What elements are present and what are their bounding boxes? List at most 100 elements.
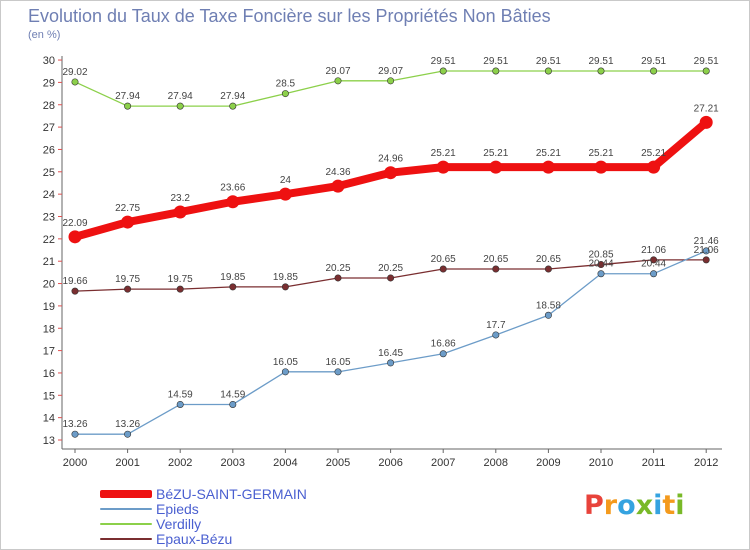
data-label-bezu: 24.96 (378, 154, 403, 165)
y-tick-label: 15 (43, 390, 55, 402)
data-point-verdilly (229, 102, 237, 110)
y-tick-label: 22 (43, 234, 55, 246)
data-label-bezu: 25.21 (431, 148, 456, 159)
x-tick-label: 2002 (168, 457, 192, 469)
data-point-bezu (226, 195, 240, 209)
data-label-verdilly: 29.07 (378, 66, 403, 77)
data-point-epaux-bezu (387, 274, 395, 282)
legend-item-bezu: BéZU-SAINT-GERMAIN (100, 486, 360, 502)
chart-title: Evolution du Taux de Taxe Foncière sur l… (28, 6, 551, 26)
data-label-epieds: 18.58 (536, 300, 561, 311)
data-point-bezu (278, 187, 292, 201)
data-label-epieds: 16.05 (273, 357, 298, 368)
data-point-epaux-bezu (334, 274, 342, 282)
data-point-verdilly (281, 90, 289, 98)
data-point-epieds (124, 430, 132, 438)
data-label-epaux-bezu: 19.75 (168, 274, 193, 285)
data-point-epieds (387, 359, 395, 367)
data-label-bezu: 23.66 (220, 183, 245, 194)
data-label-verdilly: 29.02 (62, 67, 87, 78)
logo-letter: i (653, 490, 663, 521)
y-tick-label: 20 (43, 279, 55, 291)
data-label-epaux-bezu: 20.25 (378, 263, 403, 274)
legend-swatch-bezu (100, 490, 152, 498)
data-label-epieds: 16.86 (431, 339, 456, 350)
data-label-bezu: 22.09 (62, 218, 87, 229)
data-point-verdilly (439, 67, 447, 75)
data-label-bezu: 23.2 (170, 193, 190, 204)
chart-legend: BéZU-SAINT-GERMAIN Epieds Verdilly Epaux… (100, 486, 360, 547)
data-point-bezu (121, 215, 135, 229)
data-point-epieds (650, 270, 658, 278)
data-point-epieds (229, 400, 237, 408)
data-label-verdilly: 27.94 (115, 91, 140, 102)
y-tick-label: 14 (43, 413, 55, 425)
x-tick-label: 2005 (326, 457, 350, 469)
legend-item-verdilly: Verdilly (100, 516, 360, 532)
data-label-bezu: 25.21 (641, 148, 666, 159)
data-label-epaux-bezu: 20.65 (431, 254, 456, 265)
data-point-epaux-bezu (176, 285, 184, 293)
data-point-epieds (176, 400, 184, 408)
data-point-verdilly (71, 78, 79, 86)
x-tick-label: 2000 (63, 457, 87, 469)
logo-letter: o (617, 490, 636, 521)
data-point-bezu (436, 160, 450, 174)
data-label-bezu: 22.75 (115, 203, 140, 214)
data-label-epaux-bezu: 20.85 (588, 250, 613, 261)
data-point-epieds (71, 430, 79, 438)
logo-letter: x (635, 490, 654, 521)
series-line-bezu (71, 118, 711, 241)
y-tick-label: 27 (43, 122, 55, 134)
data-label-verdilly: 29.51 (694, 56, 719, 67)
data-label-epieds: 16.05 (325, 357, 350, 368)
data-label-bezu: 24 (280, 175, 292, 186)
data-label-epaux-bezu: 19.85 (273, 272, 298, 283)
y-tick-label: 17 (43, 346, 55, 358)
data-point-epieds (492, 331, 500, 339)
y-tick-label: 26 (43, 144, 55, 156)
data-label-epieds: 20.44 (588, 259, 613, 270)
data-label-epieds: 20.44 (641, 259, 666, 270)
data-label-epaux-bezu: 19.66 (62, 276, 87, 287)
data-point-verdilly (650, 67, 658, 75)
data-point-epaux-bezu (71, 287, 79, 295)
logo-letter: r (603, 490, 618, 521)
data-point-epaux-bezu (544, 265, 552, 273)
data-label-verdilly: 27.94 (220, 91, 245, 102)
data-point-verdilly (176, 102, 184, 110)
data-label-epieds: 17.7 (486, 320, 506, 331)
data-label-verdilly: 28.5 (276, 79, 296, 90)
data-point-epaux-bezu (492, 265, 500, 273)
data-point-bezu (594, 160, 608, 174)
data-label-epaux-bezu: 21.06 (641, 245, 666, 256)
data-point-bezu (541, 160, 555, 174)
data-point-epaux-bezu (124, 285, 132, 293)
legend-label-verdilly: Verdilly (156, 516, 202, 532)
data-point-epaux-bezu (229, 283, 237, 291)
x-tick-label: 2001 (115, 457, 139, 469)
legend-swatch-epaux-bezu (100, 538, 152, 540)
data-point-verdilly (387, 77, 395, 85)
data-point-epieds (597, 270, 605, 278)
data-point-bezu (489, 160, 503, 174)
x-tick-label: 2003 (221, 457, 245, 469)
data-point-verdilly (544, 67, 552, 75)
y-tick-label: 21 (43, 256, 55, 268)
legend-label-epaux-bezu: Epaux-Bézu (156, 531, 233, 547)
data-label-epaux-bezu: 19.85 (220, 272, 245, 283)
data-point-verdilly (597, 67, 605, 75)
y-tick-label: 24 (43, 189, 55, 201)
data-point-bezu (331, 179, 345, 193)
data-label-verdilly: 29.51 (536, 56, 561, 67)
logo-letter: P (584, 490, 604, 521)
y-tick-label: 18 (43, 323, 55, 335)
logo-letter: i (675, 490, 685, 521)
data-label-epieds: 21.46 (694, 236, 719, 247)
proxiti-logo: Proxiti (584, 490, 685, 521)
data-point-epieds (544, 311, 552, 319)
data-point-epaux-bezu (650, 256, 658, 264)
data-label-bezu: 24.36 (325, 167, 350, 178)
